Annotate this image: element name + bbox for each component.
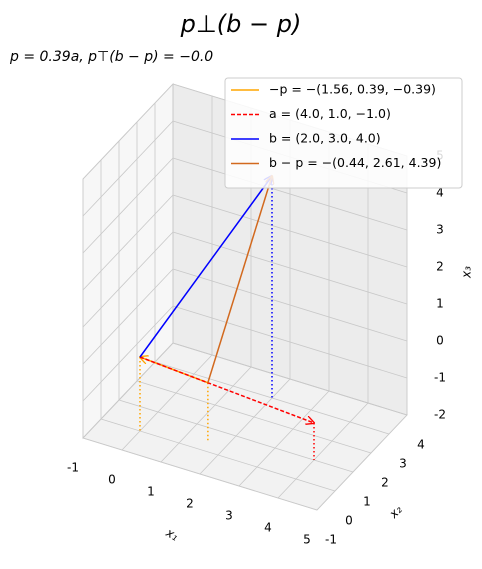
- y-axis-label: x₂: [386, 502, 405, 521]
- grid-line: [172, 231, 408, 305]
- grid-line: [172, 157, 408, 231]
- y-tick-label: 2: [381, 476, 389, 490]
- grid-line: [82, 305, 174, 402]
- grid-line: [238, 390, 330, 487]
- grid-line: [121, 354, 213, 451]
- x-tick-label: 2: [186, 497, 194, 511]
- y-tick-label: 0: [345, 514, 353, 528]
- grid-line: [160, 366, 252, 463]
- x-tick-label: -1: [67, 461, 79, 475]
- grid-line: [172, 194, 408, 268]
- z-tick-label: -2: [434, 408, 446, 422]
- legend-label: a = (4.0, 1.0, −1.0): [269, 106, 391, 121]
- grid-line: [82, 268, 174, 365]
- grid-line: [172, 342, 408, 416]
- legend: −p = −(1.56, 0.39, −0.39) a = (4.0, 1.0, …: [224, 77, 463, 189]
- grid-line: [82, 194, 174, 291]
- grid-line: [82, 342, 174, 439]
- y-tick-label: -1: [325, 533, 337, 547]
- z-tick-label: 4: [436, 186, 444, 200]
- z-tick-label: -1: [434, 371, 446, 385]
- z-tick-label: 3: [436, 223, 444, 237]
- y-tick-label: 3: [399, 457, 407, 471]
- y-tick-label: 4: [417, 438, 425, 452]
- grid-line: [154, 361, 390, 435]
- x-axis-label: x₁: [163, 525, 181, 544]
- x-tick-label: 3: [225, 509, 233, 523]
- vector: [139, 356, 314, 423]
- legend-label: −p = −(1.56, 0.39, −0.39): [269, 82, 436, 97]
- grid-line: [82, 437, 318, 511]
- legend-label: b = (2.0, 3.0, 4.0): [269, 131, 381, 146]
- vector: [207, 176, 272, 383]
- z-axis-label: x₃: [460, 266, 474, 279]
- grid-line: [172, 268, 408, 342]
- x-tick-label: 1: [147, 485, 155, 499]
- x-tick-label: 4: [264, 521, 272, 535]
- grid-line: [100, 418, 336, 492]
- x-tick-label: 0: [108, 473, 116, 487]
- chart-subtitle: p = 0.39a, p⊤(b − p) = −0.0: [9, 49, 213, 65]
- grid-line: [199, 378, 291, 475]
- grid-line: [82, 83, 174, 180]
- grid-line: [82, 120, 174, 217]
- grid-line: [82, 157, 174, 254]
- legend-label: b − p = −(0.44, 2.61, 4.39): [269, 155, 441, 170]
- grid-line: [136, 380, 372, 454]
- y-tick-label: 1: [363, 495, 371, 509]
- z-tick-label: 1: [436, 297, 444, 311]
- grid-line: [172, 305, 408, 379]
- grid-line: [82, 231, 174, 328]
- z-tick-label: 2: [436, 260, 444, 274]
- vector: [139, 176, 272, 358]
- grid-line: [316, 414, 408, 511]
- z-tick-label: 0: [436, 334, 444, 348]
- legend-box: [224, 77, 463, 189]
- x-tick-label: 5: [303, 533, 311, 547]
- chart-title: p⊥(b − p): [180, 10, 302, 38]
- grid-line: [277, 402, 369, 499]
